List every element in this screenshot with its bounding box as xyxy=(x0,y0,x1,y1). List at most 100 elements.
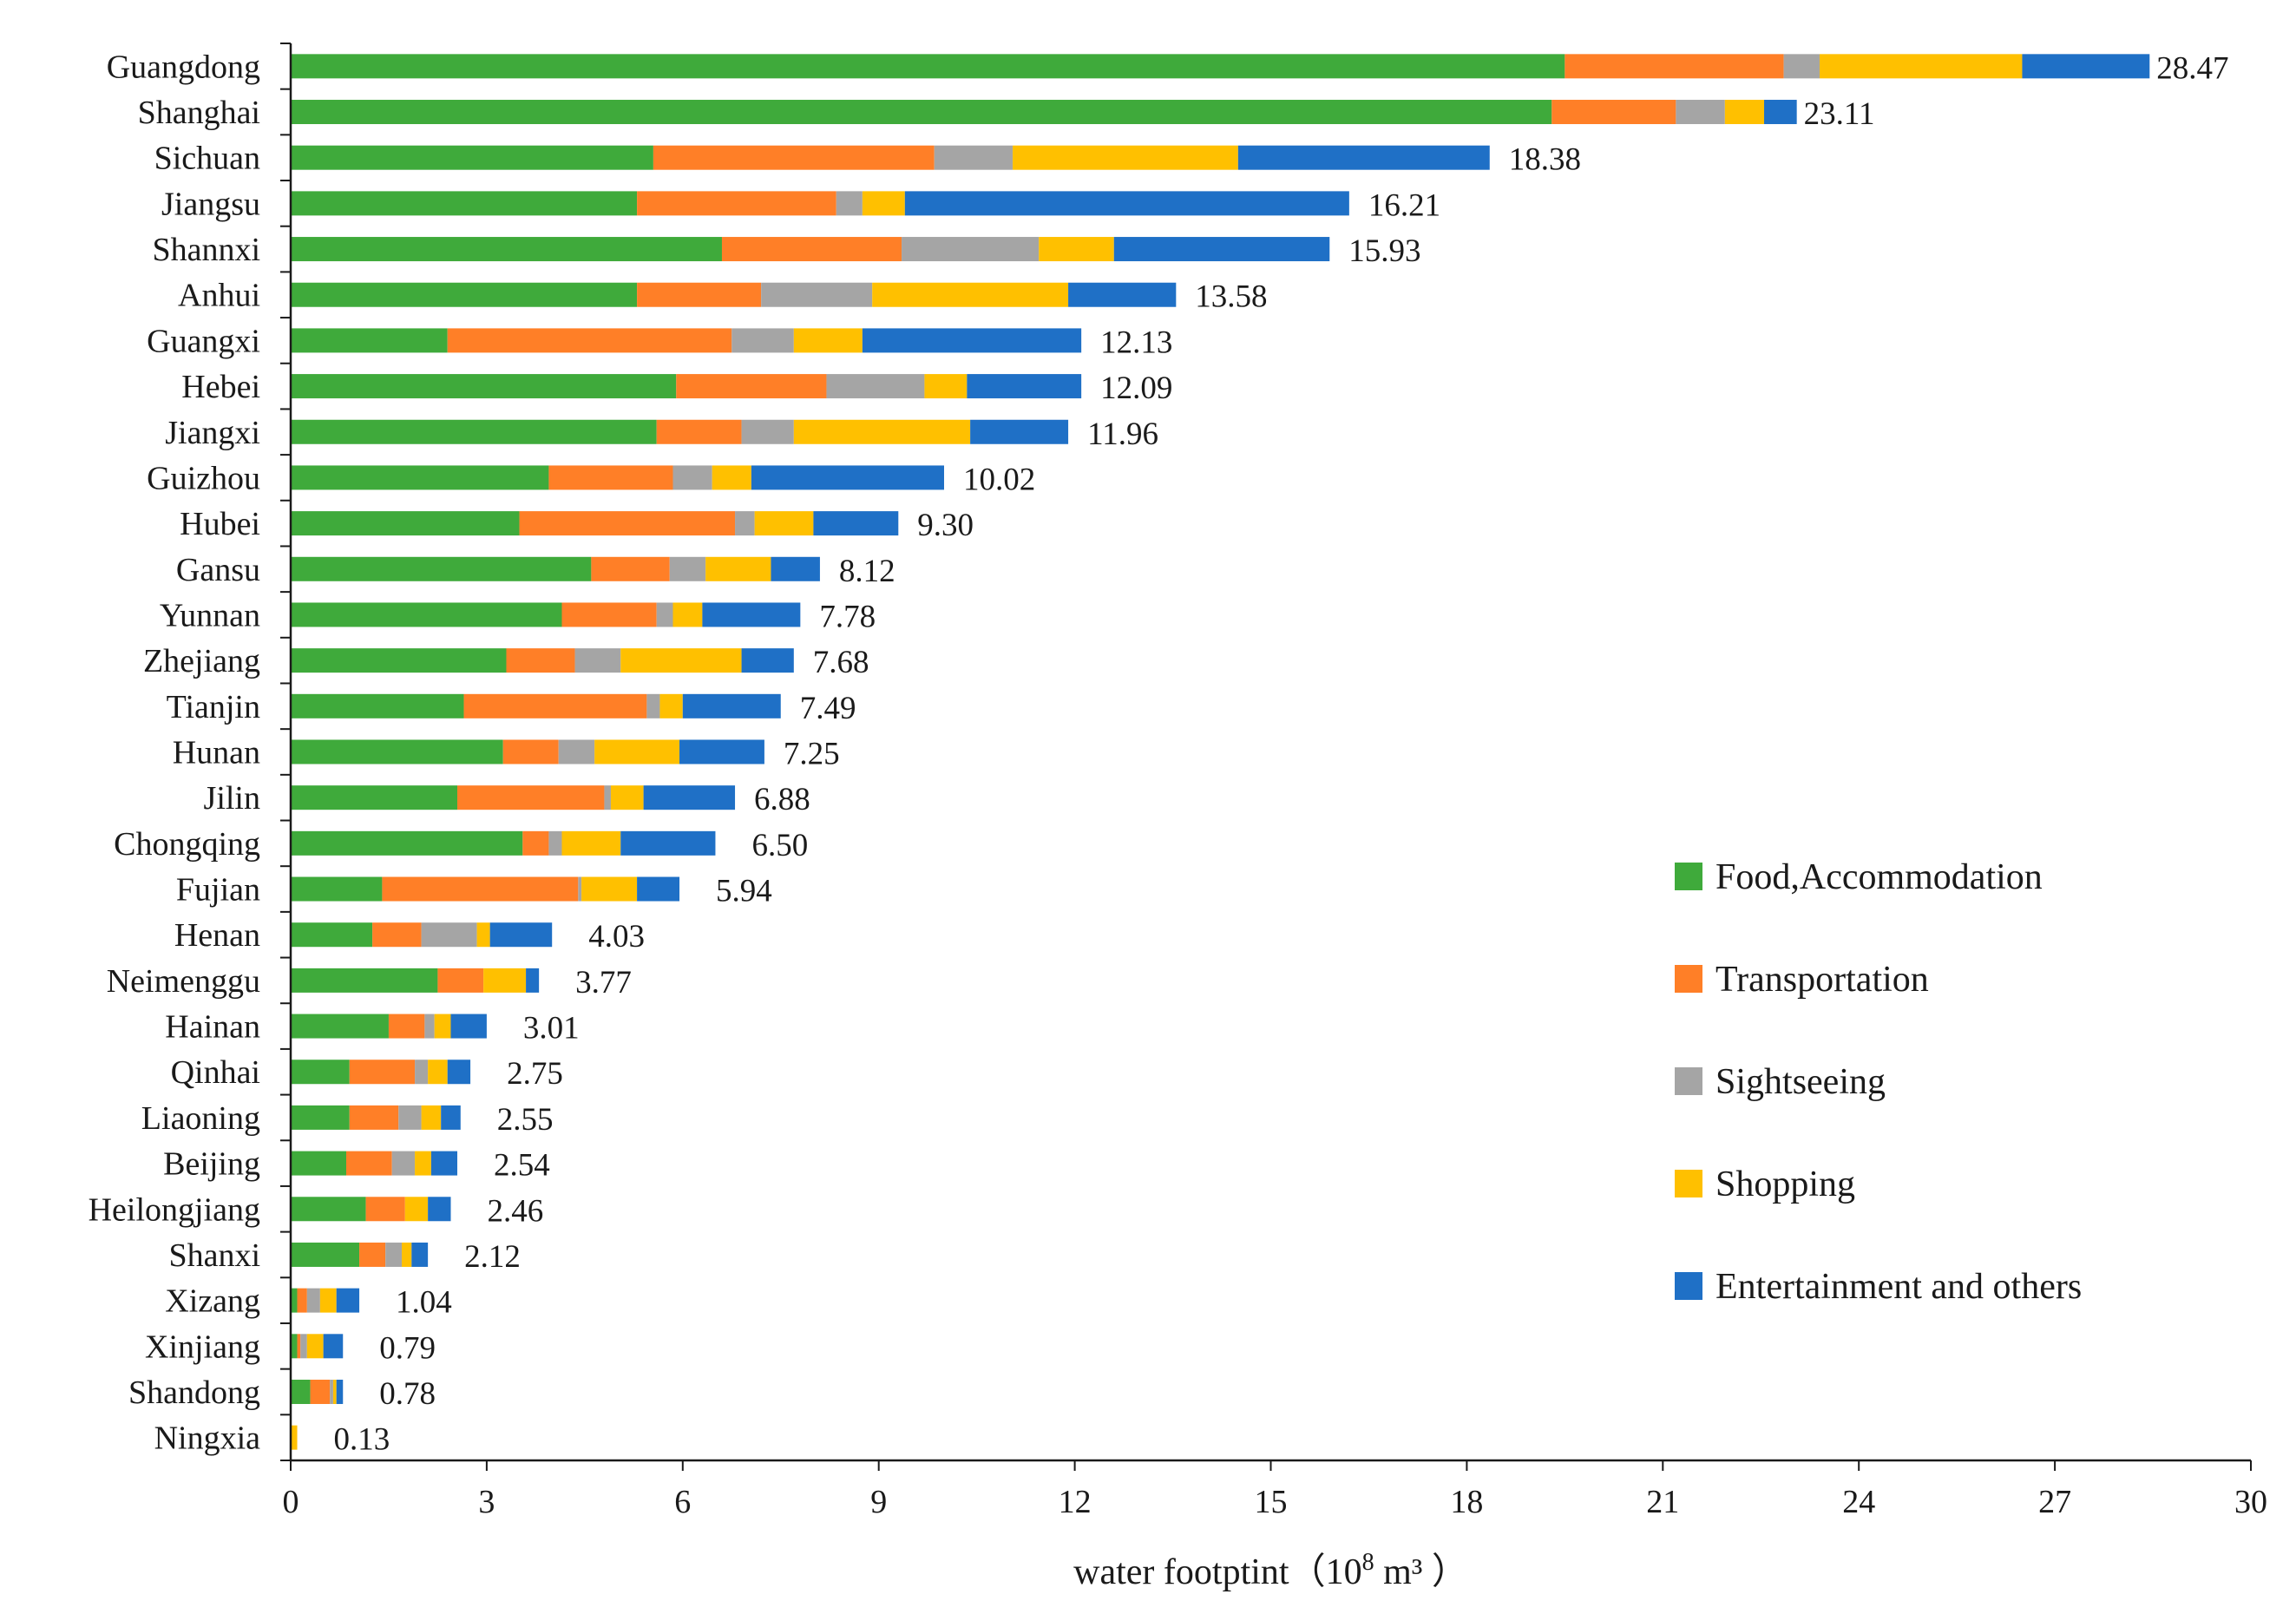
total-label-jiangxi: 11.96 xyxy=(1087,417,1158,452)
total-label-anhui: 13.58 xyxy=(1195,279,1267,315)
bar-tianjin-series-3 xyxy=(646,693,660,718)
bar-jiangxi-series-2 xyxy=(656,419,742,444)
total-label-chongqing: 6.50 xyxy=(751,828,808,863)
x-axis-title-main: water footptint（10 xyxy=(1073,1552,1361,1592)
bar-neimenggu-series-1 xyxy=(291,968,438,993)
category-label-xinjiang: Xinjiang xyxy=(145,1329,260,1365)
total-label-neimenggu: 3.77 xyxy=(575,965,632,1001)
category-label-liaoning: Liaoning xyxy=(141,1100,260,1137)
bar-beijing-series-4 xyxy=(415,1151,431,1176)
total-label-guizhou: 10.02 xyxy=(963,462,1035,497)
bar-liaoning-series-2 xyxy=(349,1105,399,1130)
total-label-henan: 4.03 xyxy=(588,919,645,955)
x-axis-title-exponent: 8 xyxy=(1362,1549,1374,1576)
bar-anhui-series-5 xyxy=(1068,282,1177,307)
bar-hunan-series-5 xyxy=(679,739,764,764)
bar-shandong-series-1 xyxy=(291,1379,311,1404)
x-tick-label-30: 30 xyxy=(2234,1484,2267,1520)
x-tick-label-21: 21 xyxy=(1646,1484,1679,1520)
bar-tianjin-series-2 xyxy=(463,693,647,718)
category-label-guangxi: Guangxi xyxy=(147,323,260,359)
bar-jiangsu-series-3 xyxy=(836,191,863,216)
bar-jilin-series-4 xyxy=(610,785,644,810)
bar-hainan-series-4 xyxy=(434,1014,451,1039)
category-label-shandong: Shandong xyxy=(128,1375,260,1411)
bar-yunnan-series-3 xyxy=(656,602,673,627)
legend-label-3: Sightseeing xyxy=(1715,1062,1886,1102)
bar-sichuan-series-2 xyxy=(653,145,935,170)
bar-hunan-series-2 xyxy=(502,739,559,764)
legend-label-4: Shopping xyxy=(1715,1165,1855,1204)
bar-guangdong-series-4 xyxy=(1820,54,2023,79)
bars-layer xyxy=(291,54,2150,1450)
bar-hainan-series-3 xyxy=(424,1014,435,1039)
bar-chongqing-series-1 xyxy=(291,830,523,856)
x-tick-label-0: 0 xyxy=(283,1484,299,1520)
bar-qinhai-series-5 xyxy=(447,1060,471,1085)
bar-shannxi-series-4 xyxy=(1039,237,1114,262)
total-label-gansu: 8.12 xyxy=(839,554,895,589)
bar-henan-series-2 xyxy=(372,922,422,948)
bar-hebei-series-3 xyxy=(826,374,925,399)
bar-guizhou-series-5 xyxy=(751,465,944,490)
total-label-hunan: 7.25 xyxy=(784,737,840,772)
bar-jiangxi-series-1 xyxy=(291,419,657,444)
bar-guizhou-series-4 xyxy=(712,465,751,490)
bar-guizhou-series-2 xyxy=(548,465,673,490)
bar-tianjin-series-1 xyxy=(291,693,464,718)
bar-ningxia-series-4 xyxy=(291,1425,298,1450)
category-label-jilin: Jilin xyxy=(204,780,260,817)
bar-chongqing-series-5 xyxy=(620,830,716,856)
bar-heilongjiang-series-1 xyxy=(291,1197,366,1222)
bar-henan-series-5 xyxy=(489,922,553,948)
bar-zhejiang-series-2 xyxy=(506,648,575,673)
bar-shandong-series-4 xyxy=(332,1379,337,1404)
bar-xizang-series-4 xyxy=(319,1288,337,1313)
bar-zhejiang-series-1 xyxy=(291,648,507,673)
category-label-hubei: Hubei xyxy=(180,506,260,542)
bar-guangxi-series-1 xyxy=(291,328,448,353)
bar-shanghai-series-3 xyxy=(1676,100,1725,125)
category-label-hunan: Hunan xyxy=(173,735,260,771)
bar-guangdong-series-2 xyxy=(1565,54,1784,79)
bar-shanghai-series-4 xyxy=(1724,100,1765,125)
total-label-ningxia: 0.13 xyxy=(334,1422,390,1458)
bar-hunan-series-3 xyxy=(558,739,595,764)
bar-shanxi-series-2 xyxy=(359,1242,386,1267)
category-label-ningxia: Ningxia xyxy=(154,1420,261,1457)
bar-chongqing-series-3 xyxy=(548,830,562,856)
bar-zhejiang-series-5 xyxy=(741,648,794,673)
x-axis-title: water footptint（108 m³ ） xyxy=(1073,1549,1468,1592)
category-label-anhui: Anhui xyxy=(178,278,260,314)
bar-yunnan-series-5 xyxy=(702,602,801,627)
bar-jiangsu-series-1 xyxy=(291,191,638,216)
total-label-zhejiang: 7.68 xyxy=(813,645,869,680)
total-label-guangdong: 28.47 xyxy=(2156,50,2228,86)
bar-beijing-series-1 xyxy=(291,1151,346,1176)
bar-tianjin-series-4 xyxy=(659,693,683,718)
total-label-sichuan: 18.38 xyxy=(1509,142,1581,178)
bar-gansu-series-2 xyxy=(591,556,670,581)
bar-shanxi-series-4 xyxy=(402,1242,412,1267)
bar-neimenggu-series-5 xyxy=(526,968,540,993)
bar-guangdong-series-3 xyxy=(1783,54,1820,79)
x-tick-label-27: 27 xyxy=(2038,1484,2071,1520)
bar-anhui-series-3 xyxy=(761,282,873,307)
bar-beijing-series-5 xyxy=(430,1151,458,1176)
bar-sichuan-series-1 xyxy=(291,145,653,170)
category-label-jiangxi: Jiangxi xyxy=(165,415,260,451)
category-label-tianjin: Tianjin xyxy=(167,689,260,725)
bar-qinhai-series-4 xyxy=(428,1060,448,1085)
bar-guangdong-series-5 xyxy=(2022,54,2150,79)
total-label-tianjin: 7.49 xyxy=(800,691,856,726)
bar-jilin-series-5 xyxy=(643,785,736,810)
total-label-liaoning: 2.55 xyxy=(497,1102,554,1138)
legend-label-5: Entertainment and others xyxy=(1715,1267,2082,1307)
bar-hunan-series-1 xyxy=(291,739,503,764)
legend: Food,Accommodation Transportation Sightsee… xyxy=(1675,857,2082,1307)
bar-guangxi-series-2 xyxy=(447,328,732,353)
bar-anhui-series-1 xyxy=(291,282,638,307)
bar-shannxi-series-2 xyxy=(721,237,902,262)
bar-hainan-series-2 xyxy=(388,1014,425,1039)
